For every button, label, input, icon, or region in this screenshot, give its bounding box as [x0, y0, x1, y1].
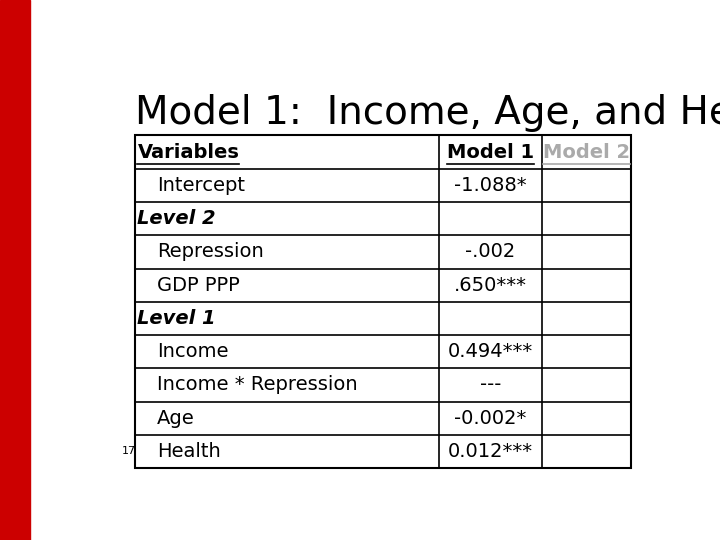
Text: .650***: .650***: [454, 276, 527, 295]
Text: Income: Income: [157, 342, 228, 361]
Text: 17: 17: [122, 447, 136, 456]
Text: Intercept: Intercept: [157, 176, 245, 195]
Text: Income * Repression: Income * Repression: [157, 375, 358, 394]
Text: Variables: Variables: [138, 143, 239, 161]
Text: Age: Age: [157, 409, 194, 428]
Text: Level 2: Level 2: [138, 209, 216, 228]
Text: 0.494***: 0.494***: [448, 342, 533, 361]
Text: GDP PPP: GDP PPP: [157, 276, 240, 295]
Text: Model 1: Model 1: [447, 143, 534, 161]
Text: Health: Health: [157, 442, 221, 461]
Text: -1.088*: -1.088*: [454, 176, 526, 195]
Text: -.002: -.002: [465, 242, 516, 261]
Text: -0.002*: -0.002*: [454, 409, 526, 428]
Text: Model 1:  Income, Age, and Health: Model 1: Income, Age, and Health: [135, 94, 720, 132]
Text: Model 2: Model 2: [543, 143, 630, 161]
Text: Repression: Repression: [157, 242, 264, 261]
Text: 0.012***: 0.012***: [448, 442, 533, 461]
Text: ---: ---: [480, 375, 501, 394]
Text: Level 1: Level 1: [138, 309, 216, 328]
